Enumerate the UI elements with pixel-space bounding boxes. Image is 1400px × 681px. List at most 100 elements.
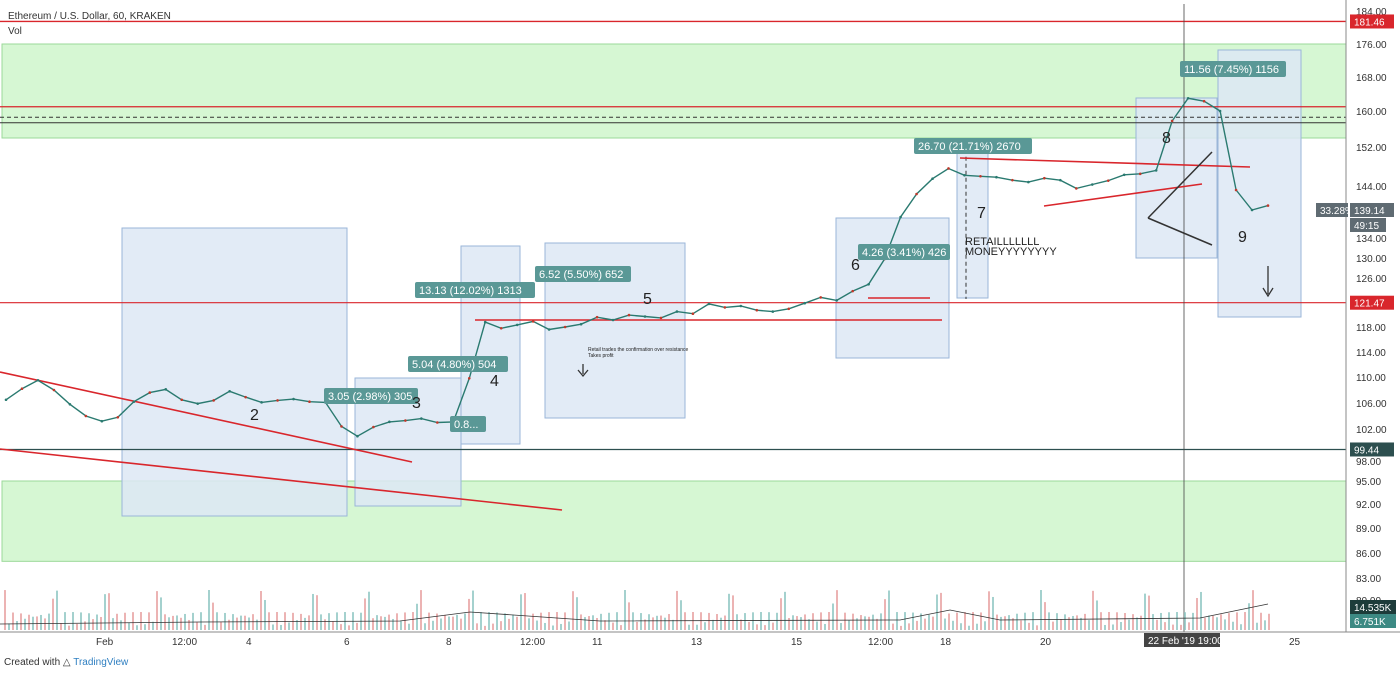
- wave-label-4: 4: [490, 373, 499, 390]
- volume-badge-label: 14.535K: [1354, 603, 1392, 614]
- volume-bar: [1212, 615, 1214, 630]
- volume-bar: [520, 594, 522, 630]
- volume-bar: [988, 591, 990, 630]
- price-point: [36, 378, 40, 382]
- note-retail-trades: Retail trades the confirmation over resi…: [588, 347, 689, 353]
- volume-bar: [912, 612, 914, 630]
- price-point: [52, 388, 56, 392]
- volume-bar: [676, 590, 678, 630]
- price-point: [643, 315, 647, 318]
- volume-bar: [832, 603, 834, 630]
- volume-bar: [88, 613, 90, 630]
- price-point: [1090, 183, 1094, 186]
- price-point: [372, 425, 375, 429]
- volume-bar: [600, 613, 602, 630]
- volume-bar: [212, 602, 214, 630]
- volume-bar: [316, 595, 318, 630]
- box-wave-4: [460, 245, 521, 445]
- volume-bar: [1096, 600, 1098, 630]
- price-point: [1218, 109, 1222, 113]
- volume-bar: [296, 620, 298, 630]
- price-badge-label: 99.44: [1354, 445, 1379, 456]
- volume-bar: [524, 593, 526, 630]
- volume-bar: [1188, 622, 1190, 630]
- volume-bar: [1220, 614, 1222, 630]
- price-point: [515, 323, 519, 327]
- y-tick-label: 95.00: [1356, 477, 1381, 488]
- price-point: [1266, 204, 1270, 207]
- volume-bar: [1056, 613, 1058, 630]
- volume-bar: [180, 617, 182, 630]
- wave-label-6: 6: [851, 257, 860, 274]
- price-point: [132, 400, 136, 404]
- price-point: [1186, 96, 1190, 100]
- volume-bar: [840, 622, 842, 630]
- volume-bar: [876, 618, 878, 630]
- volume-bar: [764, 625, 766, 630]
- volume-bar: [168, 617, 170, 630]
- volume-bar: [784, 591, 786, 630]
- volume-bar: [56, 590, 58, 630]
- y-tick-label: 92.00: [1356, 500, 1381, 511]
- measure-label: 3.05 (2.98%) 305: [328, 391, 412, 403]
- tradingview-brand[interactable]: TradingView: [73, 657, 129, 668]
- volume-bar: [1216, 617, 1218, 630]
- note-retail: RETAILLLLLLL: [965, 236, 1039, 248]
- price-badge: [1350, 442, 1394, 457]
- volume-bar: [404, 612, 406, 630]
- volume-bar: [384, 616, 386, 630]
- volume-bar: [340, 624, 342, 630]
- volume-bar: [484, 625, 486, 630]
- volume-bar: [472, 590, 474, 630]
- y-tick-label: 184.00: [1356, 7, 1387, 18]
- volume-bar: [864, 616, 866, 630]
- volume-bar: [532, 613, 534, 630]
- volume-bar: [636, 621, 638, 630]
- price-point: [531, 320, 535, 323]
- volume-bar: [128, 622, 130, 630]
- volume-bar: [664, 617, 666, 630]
- volume-bar: [556, 612, 558, 630]
- volume-bar: [92, 619, 94, 630]
- wave-label-9: 9: [1238, 229, 1247, 246]
- volume-bar: [20, 613, 22, 630]
- volume-bar: [1244, 612, 1246, 630]
- wave-label-7: 7: [977, 205, 986, 222]
- volume-bar: [808, 619, 810, 630]
- volume-bar: [432, 620, 434, 630]
- volume-bar: [540, 612, 542, 630]
- volume-bar: [820, 612, 822, 630]
- y-tick-label: 126.00: [1356, 274, 1387, 285]
- volume-bar: [1024, 612, 1026, 630]
- price-point: [787, 307, 791, 311]
- volume-bar: [456, 614, 458, 630]
- box-wave-7: [956, 149, 989, 299]
- volume-bar: [1260, 612, 1262, 630]
- price-point: [771, 310, 775, 313]
- volume-bar: [1224, 619, 1226, 630]
- note-takes-profit: Takes profit: [588, 353, 614, 359]
- price-point: [404, 419, 407, 422]
- volume-bar: [656, 615, 658, 630]
- volume-bar: [480, 612, 482, 630]
- volume-bar: [748, 621, 750, 630]
- volume-bar: [500, 621, 502, 630]
- volume-bar: [628, 602, 630, 630]
- volume-bar: [716, 614, 718, 630]
- volume-bar: [1076, 615, 1078, 630]
- price-badge: [1350, 218, 1386, 232]
- price-point: [691, 312, 695, 316]
- volume-bar: [724, 615, 726, 630]
- price-badge-label: 181.46: [1354, 17, 1385, 28]
- volume-bar: [836, 590, 838, 630]
- volume-bar: [508, 618, 510, 630]
- volume-bar: [1156, 619, 1158, 630]
- volume-bar: [1036, 625, 1038, 630]
- x-tick-label: 11: [592, 637, 603, 648]
- volume-bar: [1028, 622, 1030, 630]
- volume-bar: [1264, 620, 1266, 630]
- price-point: [244, 395, 247, 399]
- volume-bar: [708, 612, 710, 630]
